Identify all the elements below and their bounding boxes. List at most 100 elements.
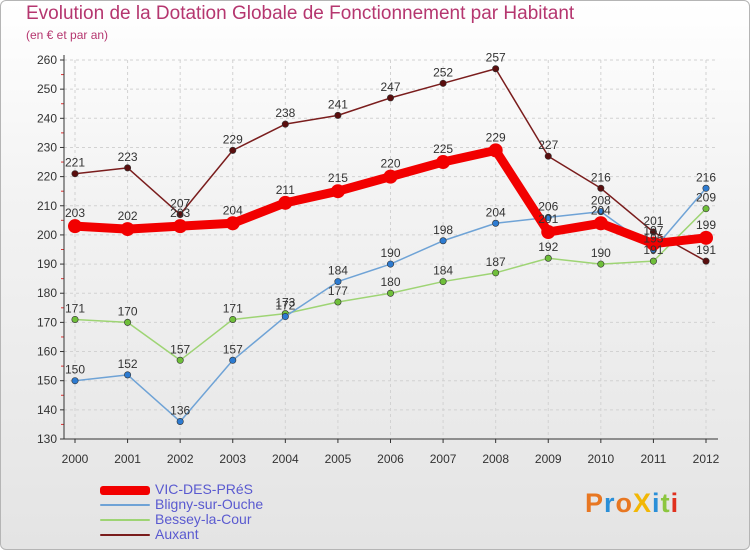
data-point-bligny-sur-ouche: [281, 313, 289, 321]
data-point-vic-des-pr-s: [120, 222, 135, 237]
data-point-bligny-sur-ouche: [334, 278, 342, 286]
y-tick-label: 170: [37, 315, 57, 329]
legend-label: VIC-DES-PRéS: [155, 481, 254, 497]
logo-letter: P: [585, 488, 605, 518]
x-tick-label: 2003: [219, 452, 246, 466]
data-label-auxant: 241: [328, 97, 348, 111]
y-tick-label: 180: [37, 286, 57, 300]
data-point-bessey-la-cour: [649, 257, 657, 265]
legend-label: Bessey-la-Cour: [155, 511, 252, 527]
legend-label: Bligny-sur-Ouche: [155, 496, 264, 512]
data-label-vic-des-pr-s: 201: [538, 212, 558, 226]
data-label-bessey-la-cour: 180: [380, 275, 400, 289]
data-point-bligny-sur-ouche: [229, 356, 237, 364]
data-point-auxant: [229, 146, 237, 154]
data-point-bligny-sur-ouche: [176, 418, 184, 426]
data-point-bessey-la-cour: [597, 260, 605, 268]
data-point-auxant: [386, 94, 394, 102]
data-label-auxant: 223: [118, 150, 138, 164]
data-label-bligny-sur-ouche: 204: [486, 205, 506, 219]
data-label-vic-des-pr-s: 220: [380, 157, 400, 171]
data-label-bessey-la-cour: 184: [433, 264, 453, 278]
data-point-bligny-sur-ouche: [597, 208, 605, 216]
data-label-auxant: 229: [223, 132, 243, 146]
data-label-bligny-sur-ouche: 206: [538, 199, 558, 213]
y-tick-label: 240: [37, 111, 57, 125]
y-tick-label: 230: [37, 140, 57, 154]
logo-letter: X: [633, 488, 653, 518]
data-label-auxant: 257: [486, 51, 506, 65]
x-tick-label: 2010: [587, 452, 614, 466]
data-label-auxant: 216: [591, 170, 611, 184]
data-label-bessey-la-cour: 157: [170, 342, 190, 356]
legend-swatch: [100, 534, 150, 536]
data-point-auxant: [649, 228, 657, 236]
data-label-auxant: 221: [65, 156, 85, 170]
data-point-vic-des-pr-s: [173, 219, 188, 234]
logo-letter: i: [652, 488, 661, 518]
logo-letter: i: [670, 488, 680, 518]
data-label-auxant: 247: [380, 80, 400, 94]
data-label-bligny-sur-ouche: 172: [275, 299, 295, 313]
data-label-auxant: 227: [538, 138, 558, 152]
data-label-vic-des-pr-s: 211: [276, 183, 295, 197]
y-tick-label: 160: [37, 345, 57, 359]
data-point-vic-des-pr-s: [68, 219, 82, 234]
data-point-bligny-sur-ouche: [544, 213, 552, 221]
data-point-bessey-la-cour: [334, 298, 342, 306]
y-tick-label: 220: [37, 170, 57, 184]
x-tick-label: 2012: [693, 452, 720, 466]
data-label-vic-des-pr-s: 203: [170, 206, 190, 220]
data-point-vic-des-pr-s: [436, 155, 451, 170]
data-label-bligny-sur-ouche: 208: [591, 194, 611, 208]
logo-letter: o: [615, 488, 634, 518]
data-label-bessey-la-cour: 209: [696, 191, 716, 205]
data-point-vic-des-pr-s: [541, 225, 556, 240]
data-point-auxant: [281, 120, 289, 128]
data-label-vic-des-pr-s: 215: [328, 171, 348, 185]
legend-label: Auxant: [155, 526, 199, 542]
data-label-vic-des-pr-s: 204: [223, 203, 243, 217]
y-tick-label: 200: [37, 228, 57, 242]
x-tick-label: 2002: [167, 452, 194, 466]
data-point-bessey-la-cour: [702, 205, 710, 213]
data-label-bligny-sur-ouche: 195: [643, 232, 663, 246]
x-tick-label: 2008: [482, 452, 509, 466]
data-label-bligny-sur-ouche: 136: [170, 404, 190, 418]
data-label-vic-des-pr-s: 197: [643, 224, 663, 238]
x-tick-label: 2000: [62, 452, 89, 466]
data-point-vic-des-pr-s: [699, 230, 713, 245]
data-point-bessey-la-cour: [492, 269, 500, 277]
data-label-vic-des-pr-s: 203: [65, 206, 85, 220]
chart-subtitle: (en € et par an): [26, 28, 109, 42]
data-label-auxant: 238: [275, 106, 295, 120]
data-label-bligny-sur-ouche: 190: [380, 246, 400, 260]
data-point-bessey-la-cour: [439, 278, 447, 286]
legend-swatch: [100, 486, 150, 495]
data-label-bessey-la-cour: 173: [275, 296, 295, 310]
data-point-bligny-sur-ouche: [439, 237, 447, 245]
data-point-vic-des-pr-s: [330, 184, 345, 199]
data-point-bligny-sur-ouche: [124, 371, 132, 379]
data-label-vic-des-pr-s: 225: [433, 142, 453, 156]
y-tick-label: 190: [37, 257, 57, 271]
data-label-bligny-sur-ouche: 157: [223, 342, 243, 356]
data-label-bessey-la-cour: 171: [65, 301, 85, 315]
data-label-auxant: 207: [170, 197, 190, 211]
logo-letter: t: [660, 488, 671, 518]
x-tick-label: 2011: [641, 452, 667, 466]
data-label-bessey-la-cour: 191: [643, 243, 663, 257]
data-point-auxant: [71, 170, 79, 178]
data-label-auxant: 201: [643, 214, 663, 228]
data-label-bligny-sur-ouche: 150: [65, 363, 85, 377]
data-label-auxant: 191: [696, 243, 716, 257]
data-label-vic-des-pr-s: 204: [591, 203, 611, 217]
legend-swatch: [100, 504, 150, 506]
data-point-auxant: [334, 111, 342, 119]
x-tick-label: 2007: [430, 452, 457, 466]
x-tick-label: 2006: [377, 452, 404, 466]
data-point-vic-des-pr-s: [488, 143, 503, 158]
data-label-bessey-la-cour: 170: [118, 304, 138, 318]
